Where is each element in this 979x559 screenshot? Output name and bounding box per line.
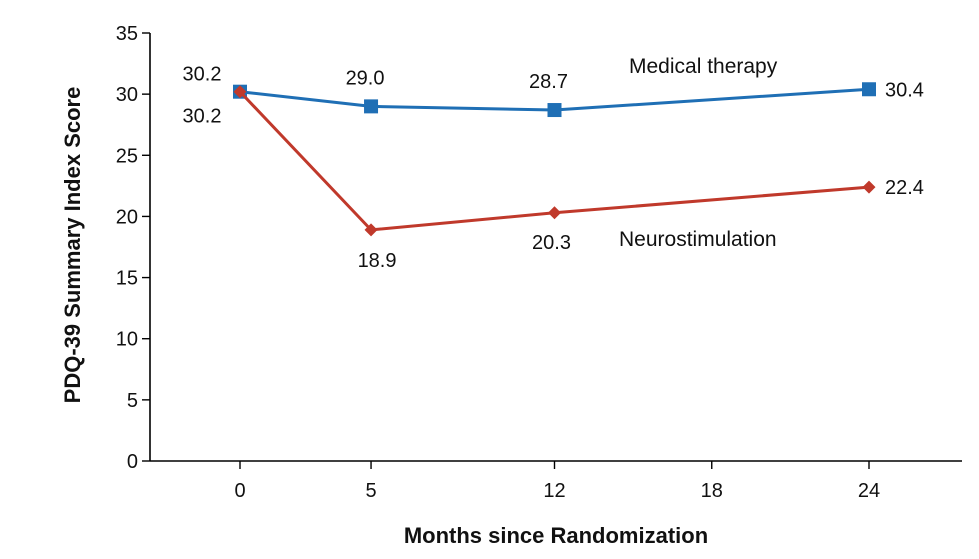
x-tick-label: 18 xyxy=(701,480,723,502)
neurostimulation-data-label: 20.3 xyxy=(532,232,571,254)
y-tick-label: 10 xyxy=(116,329,138,351)
legend-neurostimulation: Neurostimulation xyxy=(619,228,777,251)
neurostimulation-point xyxy=(548,206,561,220)
axes: 0 5 10 15 20 25 30 35 0 5 12 18 24 xyxy=(116,23,962,502)
data-labels: 30.2 29.0 28.7 30.4 30.2 18.9 20.3 22.4 Medical … xyxy=(183,55,924,272)
y-tick-label: 35 xyxy=(116,23,138,45)
y-tick-label: 15 xyxy=(116,268,138,290)
neurostimulation-line xyxy=(238,90,870,232)
medical-therapy-data-label: 30.2 xyxy=(183,64,222,86)
y-tick-label: 20 xyxy=(116,206,138,228)
medical-therapy-point xyxy=(547,103,562,118)
medical-therapy-data-label: 30.4 xyxy=(885,79,924,101)
neurostimulation-data-label: 18.9 xyxy=(358,250,397,272)
medical-therapy-line xyxy=(239,87,870,112)
y-tick-label: 5 xyxy=(127,390,138,412)
neurostimulation-point xyxy=(862,180,876,194)
medical-therapy-data-label: 28.7 xyxy=(529,71,568,93)
medical-therapy-point xyxy=(862,82,876,97)
series-group xyxy=(233,82,876,237)
x-tick-label: 12 xyxy=(543,480,565,502)
y-tick-label: 0 xyxy=(127,451,138,473)
neurostimulation-point xyxy=(364,223,378,237)
medical-therapy-point xyxy=(364,99,379,114)
neurostimulation-data-label: 30.2 xyxy=(183,106,222,128)
x-tick-label: 5 xyxy=(365,480,376,502)
neurostimulation-point xyxy=(233,85,247,99)
medical-therapy-data-label: 29.0 xyxy=(346,67,385,89)
y-tick-label: 25 xyxy=(116,145,138,167)
x-tick-label: 24 xyxy=(858,480,880,502)
legend-medical-therapy: Medical therapy xyxy=(629,55,778,78)
neurostimulation-data-label: 22.4 xyxy=(885,177,924,199)
y-axis-title: PDQ-39 Summary Index Score xyxy=(60,87,85,404)
y-tick-label: 30 xyxy=(116,84,138,106)
x-tick-label: 0 xyxy=(234,480,245,502)
x-axis-title: Months since Randomization xyxy=(404,523,708,548)
